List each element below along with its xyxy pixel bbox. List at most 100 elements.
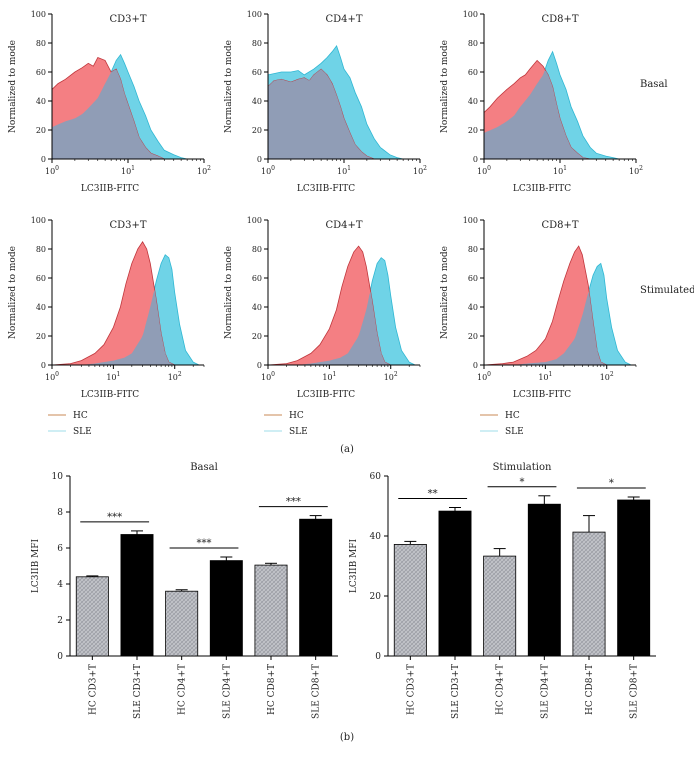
- histogram-plot-area: [268, 45, 420, 159]
- x-tick-label: 102: [600, 371, 614, 382]
- bar-hc: [75, 576, 109, 657]
- x-tick-label: HC CD3+T: [406, 664, 416, 715]
- y-tick-label: 0: [473, 155, 478, 164]
- x-tick-label: 100: [261, 165, 275, 176]
- y-tick-label: 60: [252, 68, 262, 77]
- histogram-title: CD4+T: [325, 14, 362, 25]
- bar-chart-stimulation: Stimulation 0 20 40 60 LC3IIB MFI HC CD3+T SLE …: [349, 462, 656, 719]
- bar-sle: [120, 534, 154, 657]
- x-tick-label: SLE CD8+T: [312, 664, 322, 719]
- legend-sle-label: SLE: [505, 427, 524, 437]
- x-tick-exponent: 0: [487, 165, 491, 172]
- significance-stars: ***: [197, 538, 212, 549]
- y-tick-label: 100: [463, 216, 478, 225]
- x-tick-exponent: 2: [423, 165, 427, 172]
- row-label-basal: Basal: [640, 79, 668, 90]
- y-tick-label: 100: [31, 216, 46, 225]
- histogram-title: CD8+T: [541, 14, 578, 25]
- x-tick-base: 10: [261, 373, 271, 382]
- x-tick-label: SLE CD4+T: [222, 664, 232, 719]
- x-tick-label: 100: [477, 371, 491, 382]
- y-tick-label: 0: [57, 652, 63, 662]
- y-tick-label: 100: [247, 216, 262, 225]
- y-tick-label: 40: [36, 97, 46, 106]
- x-tick-base: 10: [106, 373, 116, 382]
- x-tick-label: SLE CD4+T: [540, 664, 550, 719]
- x-tick-exponent: 0: [487, 371, 491, 378]
- panel-label-a: (a): [340, 444, 354, 455]
- x-tick-label: 101: [553, 165, 567, 176]
- y-tick-label: 40: [370, 532, 382, 542]
- y-tick-label: 0: [41, 361, 46, 370]
- bar-hc: [483, 555, 517, 657]
- legend-right: HC SLE: [480, 411, 524, 437]
- panel-label-b: (b): [340, 732, 354, 743]
- x-tick-base: 10: [261, 167, 271, 176]
- y-tick-label: 20: [468, 126, 478, 135]
- legend-hc-label: HC: [73, 411, 88, 421]
- x-tick-label: SLE CD3+T: [133, 664, 143, 719]
- y-tick-label: 80: [252, 39, 262, 48]
- legend-hc-label: HC: [505, 411, 520, 421]
- y-tick-label: 60: [36, 68, 46, 77]
- x-tick-label: 101: [121, 165, 135, 176]
- x-tick-label: HC CD8+T: [267, 664, 277, 715]
- bar-hc: [254, 564, 288, 657]
- x-tick-label: HC CD8+T: [585, 664, 595, 715]
- y-tick-label: 80: [36, 39, 46, 48]
- bar-chart-title: Basal: [190, 462, 218, 473]
- x-tick-exponent: 0: [55, 165, 59, 172]
- bar-sle: [617, 499, 651, 657]
- y-tick-label: 80: [468, 245, 478, 254]
- y-tick-label: 40: [36, 303, 46, 312]
- x-tick-base: 10: [477, 373, 487, 382]
- x-tick-base: 10: [337, 167, 347, 176]
- x-tick-exponent: 1: [347, 165, 351, 172]
- histogram-plot-area: [52, 241, 204, 365]
- y-axis-label: LC3IIB MFI: [31, 538, 41, 593]
- x-tick-base: 10: [384, 373, 394, 382]
- y-tick-label: 80: [252, 245, 262, 254]
- y-tick-label: 20: [252, 126, 262, 135]
- bar-chart-title: Stimulation: [493, 462, 552, 473]
- x-tick-label: 100: [477, 165, 491, 176]
- x-tick-exponent: 0: [55, 371, 59, 378]
- x-tick-exponent: 1: [333, 371, 337, 378]
- bar-sle: [527, 503, 561, 657]
- y-tick-label: 0: [257, 361, 262, 370]
- x-tick-exponent: 1: [131, 165, 135, 172]
- x-tick-exponent: 2: [394, 371, 398, 378]
- significance-stars: ***: [107, 512, 122, 523]
- x-tick-base: 10: [413, 167, 423, 176]
- x-tick-base: 10: [538, 373, 548, 382]
- y-axis-label: Normalized to mode: [8, 40, 18, 133]
- x-tick-label: 100: [45, 165, 59, 176]
- histogram-plot-area: [268, 245, 420, 365]
- x-tick-base: 10: [197, 167, 207, 176]
- y-tick-label: 40: [468, 97, 478, 106]
- x-tick-exponent: 2: [207, 165, 211, 172]
- x-axis-label: LC3IIB-FITC: [513, 390, 571, 400]
- x-tick-label: 101: [106, 371, 120, 382]
- y-tick-label: 20: [468, 332, 478, 341]
- y-tick-label: 60: [252, 274, 262, 283]
- bar-chart-basal: Basal 0 2 4 6 8 10 LC3IIB MFI HC CD3+T SLE CD3+T H…: [31, 462, 338, 719]
- x-axis-label: LC3IIB-FITC: [297, 390, 355, 400]
- x-tick-exponent: 1: [549, 371, 553, 378]
- y-axis-label: Normalized to mode: [440, 246, 450, 339]
- histogram-overlap: [484, 70, 636, 159]
- significance-stars: *: [609, 478, 614, 489]
- x-tick-exponent: 2: [639, 165, 643, 172]
- x-tick-base: 10: [168, 373, 178, 382]
- histogram-plot-area: [484, 245, 636, 365]
- x-tick-label: 101: [538, 371, 552, 382]
- histogram-title: CD4+T: [325, 220, 362, 231]
- x-tick-label: SLE CD3+T: [451, 664, 461, 719]
- y-tick-label: 8: [57, 508, 63, 518]
- x-tick-label: 101: [337, 165, 351, 176]
- y-tick-label: 100: [31, 10, 46, 19]
